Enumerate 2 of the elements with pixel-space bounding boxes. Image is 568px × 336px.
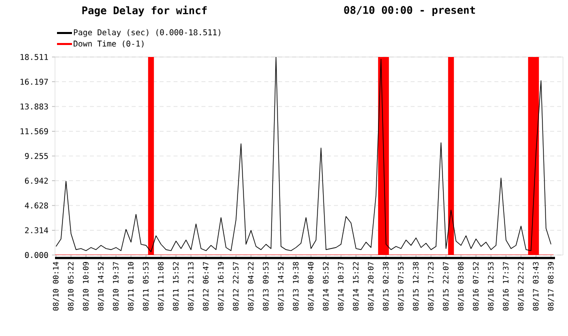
chart-subtitle: 08/10 00:00 - present	[344, 6, 475, 16]
chart-title: Page Delay for wincf	[82, 6, 207, 16]
